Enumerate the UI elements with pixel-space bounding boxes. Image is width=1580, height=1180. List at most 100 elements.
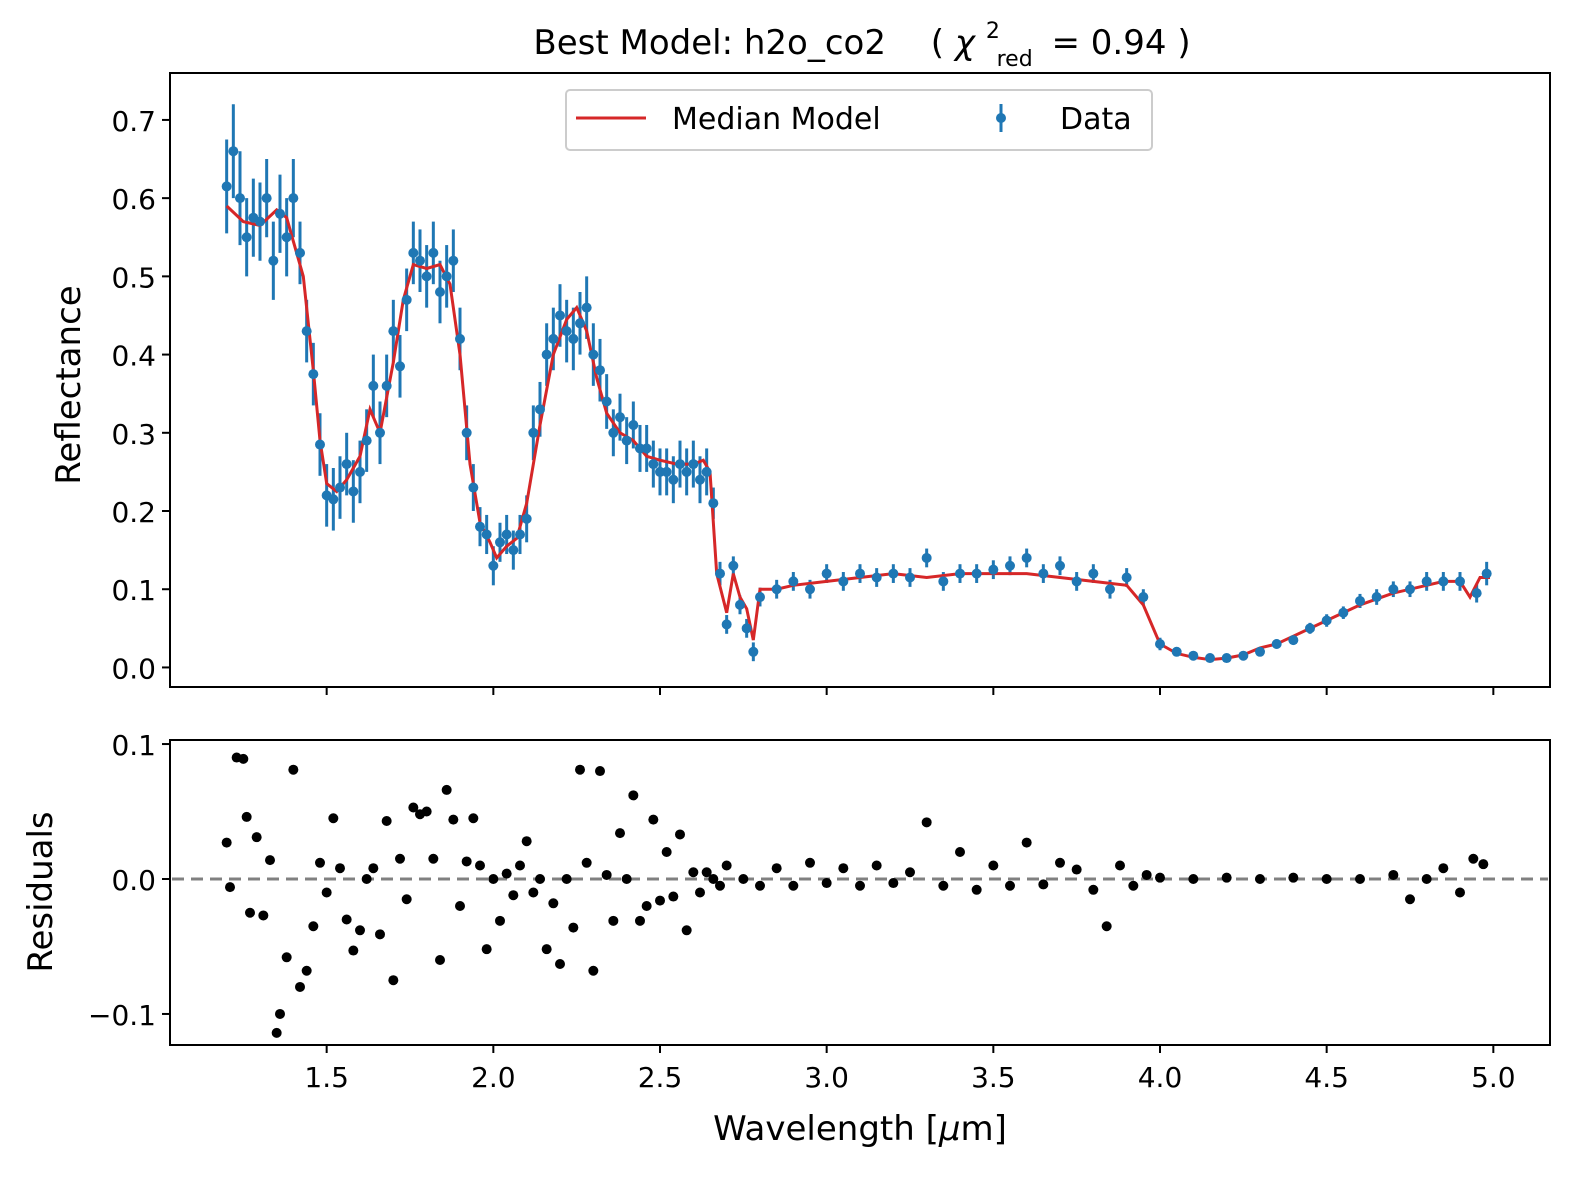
residual-point bbox=[1438, 863, 1449, 874]
residual-point bbox=[528, 887, 539, 898]
median-model-line bbox=[225, 204, 1490, 662]
chart-title: Best Model: h2o_co2 ( χ 2 red = 0.94 ) bbox=[533, 7, 1190, 75]
residual-point bbox=[475, 860, 485, 871]
data-point bbox=[548, 333, 559, 344]
data-point bbox=[821, 568, 832, 579]
residual-point bbox=[568, 922, 579, 933]
data-point bbox=[1481, 568, 1492, 579]
data-point bbox=[805, 584, 815, 595]
data-points bbox=[221, 146, 1492, 664]
data-point bbox=[435, 287, 445, 298]
x-tick-label: 3.5 bbox=[971, 1061, 1016, 1094]
residual-point bbox=[288, 764, 299, 775]
data-point bbox=[1388, 584, 1399, 595]
chart-title-close-paren: ) bbox=[1177, 23, 1190, 63]
data-point bbox=[355, 466, 365, 477]
residual-point bbox=[501, 868, 512, 879]
data-point bbox=[1055, 560, 1065, 571]
data-point bbox=[608, 427, 619, 438]
data-point bbox=[735, 599, 745, 610]
residual-point bbox=[621, 874, 632, 885]
residual-point bbox=[521, 836, 532, 847]
data-point bbox=[395, 361, 405, 372]
data-point bbox=[648, 459, 659, 470]
residual-point bbox=[555, 959, 565, 970]
data-point bbox=[1238, 650, 1249, 661]
data-point bbox=[221, 181, 232, 192]
residual-point bbox=[1455, 887, 1465, 898]
data-point bbox=[615, 412, 625, 423]
residual-point bbox=[588, 965, 599, 976]
residual-point bbox=[681, 925, 692, 936]
data-point bbox=[528, 427, 539, 438]
data-point bbox=[301, 326, 312, 337]
data-point bbox=[1221, 653, 1232, 664]
x-tick-label: 4.0 bbox=[1138, 1061, 1183, 1094]
data-point bbox=[508, 545, 519, 556]
data-point bbox=[601, 396, 612, 407]
residual-point bbox=[401, 894, 412, 905]
data-point bbox=[641, 443, 652, 454]
residual-point bbox=[355, 925, 365, 936]
data-point bbox=[535, 404, 545, 415]
data-point bbox=[388, 326, 399, 337]
residual-point bbox=[855, 880, 865, 891]
residual-point bbox=[361, 874, 372, 885]
residual-point bbox=[335, 863, 345, 874]
residual-point bbox=[428, 853, 439, 864]
reflectance-plot-area bbox=[221, 104, 1492, 664]
residual-point bbox=[581, 857, 592, 868]
chart-title-chi-value: = 0.94 bbox=[1052, 23, 1167, 63]
data-point bbox=[1471, 588, 1482, 599]
residual-point bbox=[595, 766, 605, 777]
legend-data-marker bbox=[996, 113, 1006, 123]
data-point bbox=[1421, 576, 1432, 587]
residual-point bbox=[955, 847, 965, 858]
residual-point bbox=[738, 874, 749, 885]
residual-point bbox=[341, 914, 352, 925]
residual-point bbox=[421, 806, 432, 817]
data-point bbox=[708, 498, 719, 509]
residual-point bbox=[648, 814, 659, 825]
data-point bbox=[888, 568, 899, 579]
residual-point bbox=[221, 837, 232, 848]
data-point bbox=[228, 146, 239, 157]
reflectance-panel: 0.0 0.1 0.2 0.3 0.4 0.5 0.6 0.7 Reflectance Med… bbox=[49, 72, 1551, 695]
residual-point bbox=[1071, 864, 1082, 875]
residual-point bbox=[575, 764, 585, 775]
residual-point bbox=[271, 1027, 282, 1038]
residual-point bbox=[241, 811, 252, 822]
residual-point bbox=[668, 891, 679, 902]
residual-point bbox=[755, 880, 765, 891]
data-point bbox=[448, 255, 459, 266]
data-point bbox=[661, 466, 672, 477]
residual-point bbox=[1221, 872, 1232, 883]
data-point bbox=[1205, 653, 1215, 664]
residual-point bbox=[701, 867, 712, 878]
data-point bbox=[668, 474, 679, 485]
data-point bbox=[1255, 646, 1265, 657]
data-point bbox=[415, 255, 425, 266]
data-point bbox=[701, 466, 712, 477]
data-point bbox=[1321, 615, 1332, 626]
residual-point bbox=[435, 954, 445, 965]
legend: Median Model Data bbox=[565, 89, 1153, 151]
residual-point bbox=[888, 878, 899, 889]
data-point bbox=[541, 349, 552, 360]
data-point bbox=[1188, 650, 1199, 661]
data-point bbox=[375, 427, 385, 438]
residual-point bbox=[838, 863, 849, 874]
residual-point bbox=[905, 867, 915, 878]
data-point bbox=[1371, 592, 1382, 603]
data-point bbox=[715, 568, 725, 579]
data-point bbox=[938, 576, 949, 587]
residual-point bbox=[771, 863, 782, 874]
data-point bbox=[628, 419, 639, 430]
data-point bbox=[1338, 607, 1349, 618]
data-point bbox=[308, 369, 319, 380]
data-point bbox=[315, 439, 325, 450]
residual-point bbox=[295, 981, 305, 992]
residual-point bbox=[608, 915, 619, 926]
reflectance-y-axis: 0.0 0.1 0.2 0.3 0.4 0.5 0.6 0.7 bbox=[111, 105, 170, 685]
residual-point bbox=[805, 857, 815, 868]
